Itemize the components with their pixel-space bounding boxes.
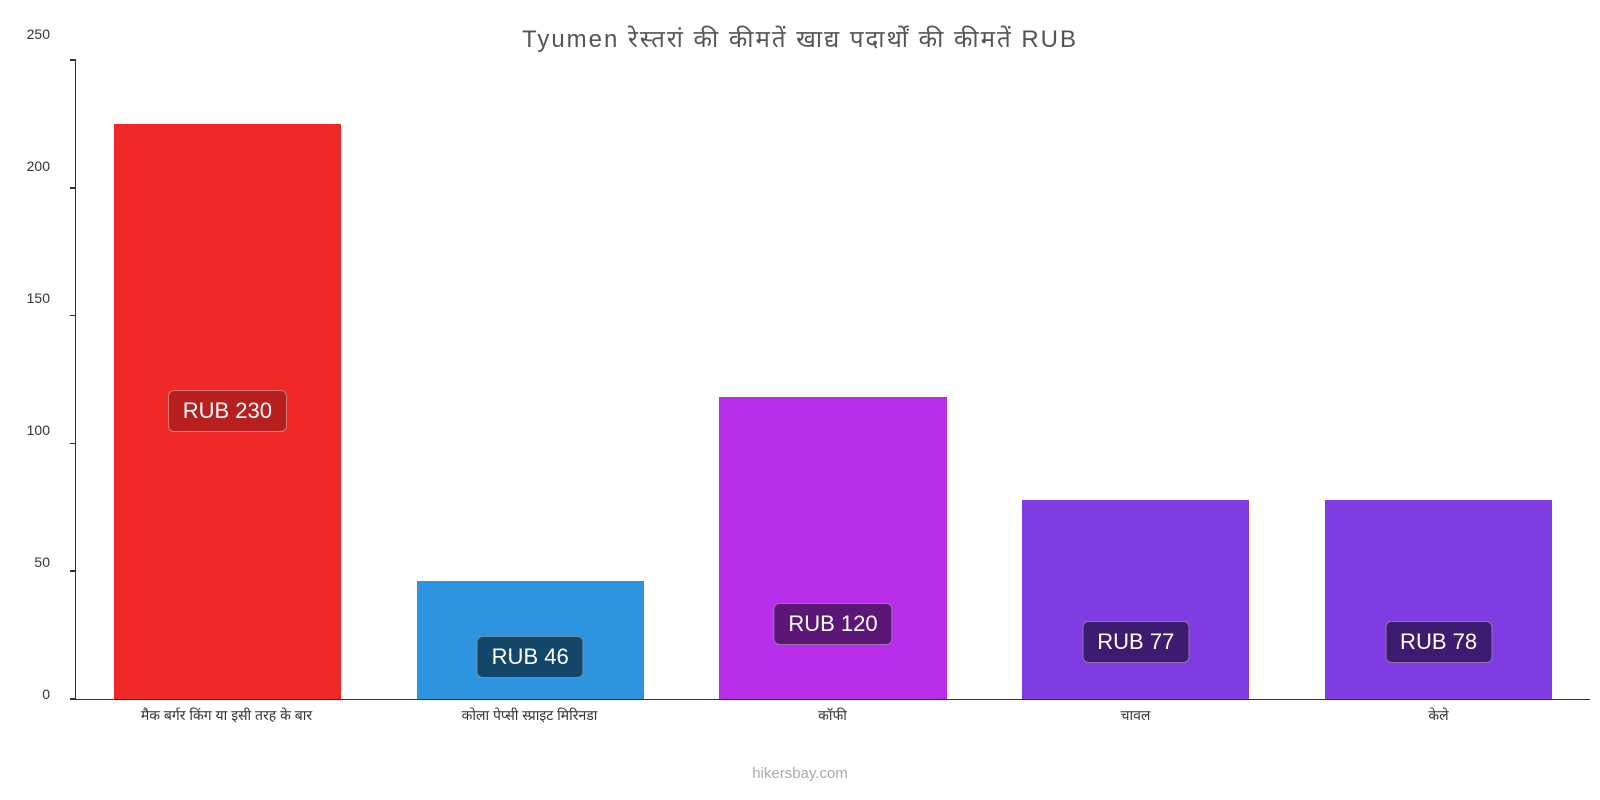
y-axis: 050100150200250: [15, 50, 55, 710]
bar-value-badge: RUB 120: [773, 603, 892, 645]
bar-group: RUB 77: [984, 60, 1287, 699]
y-tick-label: 50: [34, 554, 50, 570]
y-tick: [70, 187, 76, 189]
chart-area: 050100150200250 RUB 230RUB 46RUB 120RUB …: [60, 60, 1590, 730]
bar: RUB 78: [1325, 500, 1552, 699]
bar-group: RUB 78: [1287, 60, 1590, 699]
bars-container: RUB 230 RUB 46 RUB 120 RUB 77 RUB 78: [76, 60, 1590, 699]
bar-value-badge: RUB 46: [477, 636, 584, 678]
x-axis: मैक बर्गर किंग या इसी तरह के बारकोला पेप…: [75, 700, 1590, 730]
bar-value-badge: RUB 78: [1385, 621, 1492, 663]
x-tick-label: कॉफी: [681, 700, 984, 730]
y-tick-label: 0: [42, 686, 50, 702]
y-tick: [70, 570, 76, 572]
bar-value-badge: RUB 230: [168, 390, 287, 432]
y-tick-label: 200: [27, 158, 50, 174]
bar-group: RUB 46: [379, 60, 682, 699]
x-tick-label: चावल: [984, 700, 1287, 730]
plot-area: RUB 230 RUB 46 RUB 120 RUB 77 RUB 78: [75, 60, 1590, 700]
bar-group: RUB 230: [76, 60, 379, 699]
x-tick-label: केले: [1287, 700, 1590, 730]
bar: RUB 77: [1022, 500, 1249, 699]
attribution: hikersbay.com: [0, 765, 1600, 782]
y-tick-label: 250: [27, 26, 50, 42]
bar-group: RUB 120: [682, 60, 985, 699]
y-tick: [70, 59, 76, 61]
y-tick: [70, 315, 76, 317]
bar: RUB 120: [719, 397, 946, 699]
bar-value-badge: RUB 77: [1082, 621, 1189, 663]
bar: RUB 230: [114, 124, 341, 699]
y-tick-label: 150: [27, 290, 50, 306]
x-tick-label: कोला पेप्सी स्प्राइट मिरिनडा: [378, 700, 681, 730]
y-tick-label: 100: [27, 422, 50, 438]
y-tick: [70, 443, 76, 445]
chart-title: Tyumen रेस्तरां की कीमतें खाद्य पदार्थों…: [0, 0, 1600, 63]
x-tick-label: मैक बर्गर किंग या इसी तरह के बार: [75, 700, 378, 730]
bar: RUB 46: [417, 581, 644, 699]
